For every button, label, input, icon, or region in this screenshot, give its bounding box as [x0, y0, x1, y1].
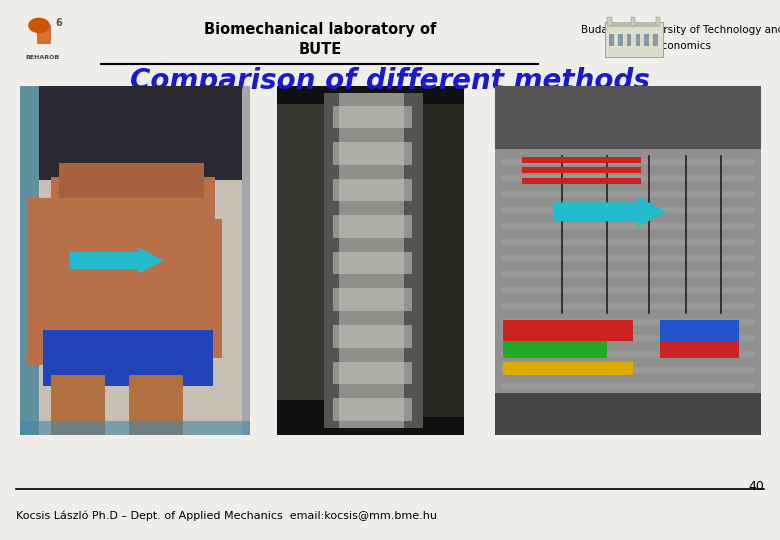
Bar	[501, 351, 755, 357]
Bar	[277, 86, 464, 435]
Bar	[333, 142, 412, 165]
Text: Comparison of different methods: Comparison of different methods	[130, 67, 650, 95]
Bar	[333, 288, 412, 311]
Bar	[27, 198, 58, 365]
Bar	[495, 393, 760, 435]
Bar	[324, 93, 423, 428]
Bar	[495, 86, 760, 435]
Bar	[503, 341, 607, 358]
Text: 6: 6	[55, 18, 62, 28]
Bar	[501, 271, 755, 277]
Bar	[37, 25, 51, 44]
Bar	[656, 17, 660, 26]
Bar	[273, 84, 468, 437]
Text: Economics: Economics	[654, 41, 711, 51]
Bar	[333, 362, 412, 384]
Bar	[333, 179, 412, 201]
Bar	[522, 167, 641, 173]
Bar	[618, 34, 622, 46]
Bar	[16, 84, 254, 437]
Bar	[522, 157, 641, 163]
Bar	[608, 17, 612, 26]
Bar	[501, 367, 755, 373]
FancyArrow shape	[70, 248, 162, 273]
Bar	[604, 22, 663, 57]
Bar	[51, 375, 105, 435]
Text: BUTE: BUTE	[298, 42, 342, 57]
Bar	[501, 335, 755, 341]
Text: Biomechanical laboratory of: Biomechanical laboratory of	[204, 22, 436, 37]
FancyArrow shape	[554, 198, 665, 226]
Bar	[501, 223, 755, 229]
Bar	[636, 34, 640, 46]
Bar	[503, 320, 633, 341]
Bar	[644, 34, 649, 46]
Bar	[20, 86, 39, 435]
Bar	[58, 163, 204, 198]
Bar	[501, 383, 755, 389]
Bar	[653, 34, 658, 46]
Bar	[609, 34, 614, 46]
Bar	[20, 86, 250, 435]
Bar	[503, 362, 633, 375]
Bar	[627, 34, 632, 46]
Bar	[333, 105, 412, 128]
Bar	[20, 421, 250, 435]
Bar	[43, 330, 213, 386]
Bar	[333, 252, 412, 274]
Bar	[660, 341, 739, 358]
Bar	[501, 207, 755, 213]
Bar	[333, 398, 412, 421]
Circle shape	[29, 18, 49, 32]
Bar	[27, 86, 242, 180]
Bar	[339, 93, 404, 428]
Bar	[333, 215, 412, 238]
Bar	[501, 303, 755, 309]
Text: 40: 40	[749, 480, 764, 492]
Text: Budapest University of Technology and: Budapest University of Technology and	[581, 25, 780, 35]
Bar	[129, 375, 183, 435]
Bar	[51, 177, 215, 337]
Bar	[185, 219, 222, 358]
Bar	[501, 239, 755, 245]
Text: Kocsis László Ph.D – Dept. of Applied Mechanics  email:kocsis@mm.bme.hu: Kocsis László Ph.D – Dept. of Applied Me…	[16, 510, 437, 521]
Bar	[501, 287, 755, 293]
Bar	[501, 175, 755, 181]
Bar	[660, 320, 739, 341]
Bar	[333, 325, 412, 348]
Bar	[242, 86, 250, 435]
Bar	[495, 86, 760, 149]
Bar	[277, 104, 329, 400]
Bar	[501, 319, 755, 325]
Bar	[501, 255, 755, 261]
Bar	[610, 22, 658, 27]
Bar	[522, 178, 641, 184]
Bar	[631, 17, 635, 26]
Bar	[501, 159, 755, 165]
Bar	[491, 84, 764, 437]
Text: REHAROB: REHAROB	[26, 55, 60, 60]
Bar	[501, 191, 755, 197]
Bar	[412, 104, 464, 417]
